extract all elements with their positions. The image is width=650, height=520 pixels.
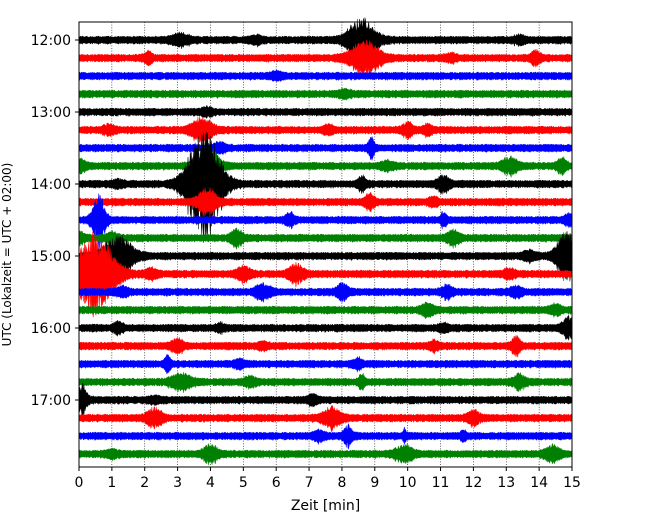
trace-1415 bbox=[78, 187, 573, 217]
x-axis-label: Zeit [min] bbox=[291, 498, 360, 514]
x-tick-label: 2 bbox=[140, 475, 149, 491]
trace-1315 bbox=[78, 116, 573, 143]
x-tick-label: 13 bbox=[497, 475, 515, 491]
x-tick-label: 4 bbox=[206, 475, 215, 491]
trace-1730 bbox=[78, 422, 573, 450]
trace-1245 bbox=[78, 87, 573, 102]
trace-1715 bbox=[78, 405, 573, 433]
y-tick-label: 16:00 bbox=[31, 321, 71, 337]
trace-1545 bbox=[78, 301, 573, 320]
y-tick-label: 17:00 bbox=[31, 393, 71, 409]
y-tick-label: 14:00 bbox=[31, 177, 71, 193]
trace-1530 bbox=[78, 281, 573, 304]
trace-1445 bbox=[78, 227, 573, 251]
trace-1745 bbox=[78, 442, 573, 466]
trace-1645 bbox=[78, 371, 573, 393]
x-tick-label: 11 bbox=[432, 475, 450, 491]
y-tick-label: 12:00 bbox=[31, 33, 71, 49]
x-tick-label: 3 bbox=[173, 475, 182, 491]
trace-1630 bbox=[78, 354, 573, 374]
trace-1215 bbox=[78, 39, 573, 78]
trace-1600 bbox=[78, 314, 573, 342]
x-tick-label: 6 bbox=[272, 475, 281, 491]
plot-frame bbox=[78, 21, 573, 468]
trace-1330 bbox=[78, 135, 573, 161]
x-tick-label: 14 bbox=[530, 475, 548, 491]
x-tick-label: 7 bbox=[305, 475, 314, 491]
x-tick-label: 15 bbox=[563, 475, 581, 491]
x-tick-label: 1 bbox=[107, 475, 116, 491]
x-tick-label: 5 bbox=[239, 475, 248, 491]
x-tick-label: 12 bbox=[464, 475, 482, 491]
trace-1230 bbox=[78, 69, 573, 82]
y-axis-ticks: 12:00 13:00 14:00 15:00 16:00 17:00 bbox=[31, 33, 79, 409]
trace-1615 bbox=[78, 334, 573, 358]
x-axis-ticks: 0 1 2 3 4 5 6 7 8 9 10 11 12 13 14 15 bbox=[75, 467, 581, 491]
x-tick-label: 9 bbox=[370, 475, 379, 491]
y-tick-label: 13:00 bbox=[31, 105, 71, 121]
y-tick-label: 15:00 bbox=[31, 249, 71, 265]
x-tick-label: 10 bbox=[399, 475, 417, 491]
trace-1515 bbox=[78, 229, 573, 318]
x-tick-label: 0 bbox=[75, 475, 84, 491]
traces bbox=[78, 17, 573, 466]
x-tick-label: 8 bbox=[337, 475, 346, 491]
trace-1300 bbox=[78, 105, 573, 119]
y-axis-label: UTC (Lokalzeit = UTC + 02:00) bbox=[0, 163, 14, 347]
